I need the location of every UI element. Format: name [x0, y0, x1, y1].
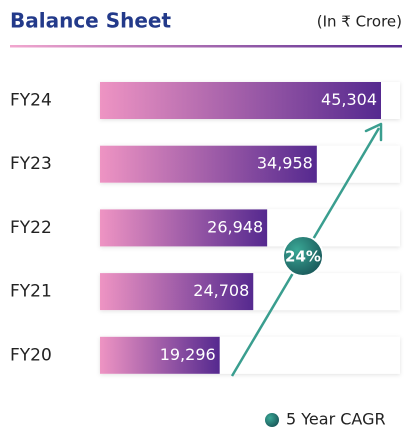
value-label: 24,708	[193, 281, 249, 300]
chart-subtitle: (In ₹ Crore)	[317, 13, 402, 31]
cagr-badge	[282, 235, 324, 277]
arrow-head	[364, 122, 383, 142]
cagr-label: 24%	[285, 248, 321, 266]
header-rule	[10, 45, 402, 48]
value-label: 19,296	[160, 345, 216, 364]
value-label: 34,958	[257, 154, 313, 173]
category-label: FY21	[10, 282, 52, 302]
category-label: FY20	[10, 345, 52, 365]
bar	[100, 273, 254, 311]
legend-label: 5 Year CAGR	[286, 410, 386, 429]
category-label: FY22	[10, 218, 52, 238]
bar	[100, 209, 268, 247]
value-label: 26,948	[207, 217, 263, 236]
bar	[100, 336, 220, 374]
bar	[100, 145, 317, 183]
chart-title: Balance Sheet	[10, 9, 171, 33]
category-label: FY23	[10, 154, 52, 174]
category-label: FY24	[10, 91, 52, 111]
bar	[100, 82, 381, 119]
legend-marker	[265, 413, 279, 427]
value-label: 45,304	[321, 90, 377, 109]
